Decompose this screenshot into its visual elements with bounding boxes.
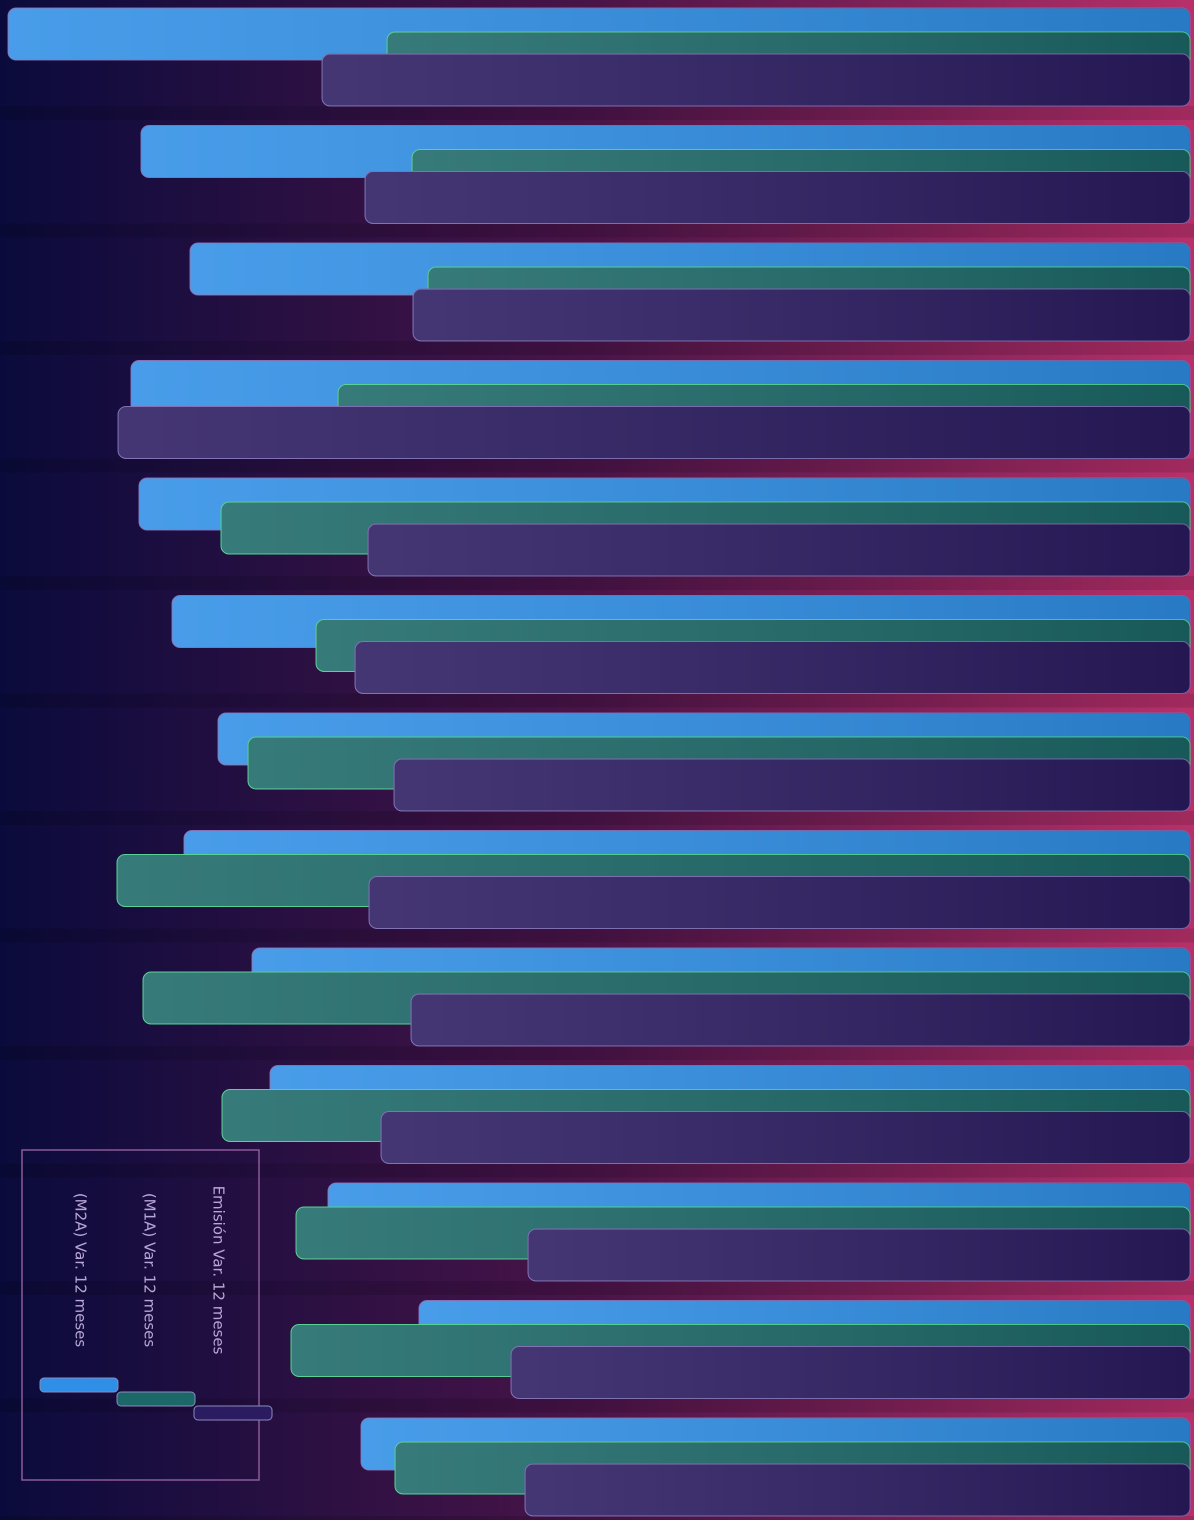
legend-label: (M1A) Var. 12 meses [141,1193,159,1348]
band-stripe [0,928,1194,943]
band-stripe [0,458,1194,473]
legend-label: Emisión Var. 12 meses [210,1186,228,1355]
legend-swatch [39,1377,119,1393]
bar-shade [411,994,1190,1046]
legend-swatch [193,1405,273,1421]
band-stripe [0,223,1194,238]
bar-shade [355,641,1190,694]
legend-label: (M2A) Var. 12 meses [72,1193,90,1348]
bar-shade [525,1464,1190,1516]
band-stripe [0,1398,1194,1413]
band-stripe [0,1516,1194,1520]
legend: (M2A) Var. 12 meses (M1A) Var. 12 meses Em… [21,1149,273,1481]
bar-shade [381,1111,1190,1164]
bar-shade [528,1229,1190,1281]
band-stripe [0,1163,1194,1178]
legend-frame [21,1149,260,1481]
band-stripe [0,341,1194,355]
bar-shade [368,524,1190,576]
band-stripe [0,1046,1194,1060]
band-stripe [0,576,1194,590]
band-stripe [0,811,1194,825]
bar-shade [413,289,1190,341]
legend-swatch [116,1391,196,1407]
bar-shade [118,406,1190,459]
band-stripe [0,1281,1194,1295]
bar-shade [511,1346,1190,1399]
bar-shade [394,759,1190,811]
bar-shade [369,876,1190,929]
band-stripe [0,693,1194,708]
plot [0,7,1194,1520]
bar-shade [365,171,1190,224]
band-stripe [0,106,1194,120]
bar-shade [322,54,1190,106]
